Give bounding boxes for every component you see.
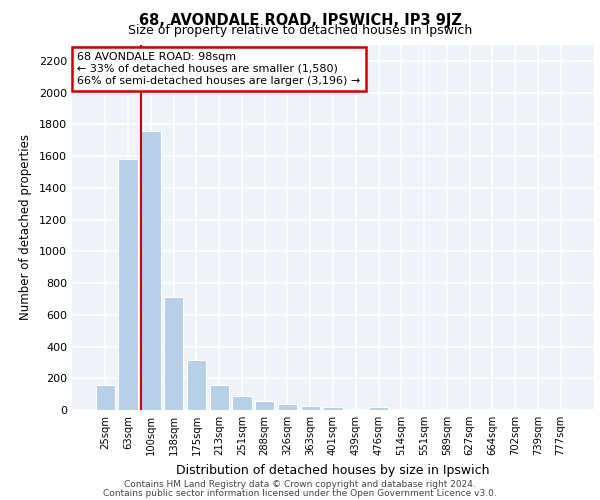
Bar bbox=[301, 406, 320, 410]
Bar bbox=[96, 384, 115, 410]
Bar bbox=[209, 384, 229, 410]
Bar bbox=[118, 160, 138, 410]
Text: Contains public sector information licensed under the Open Government Licence v3: Contains public sector information licen… bbox=[103, 488, 497, 498]
Text: 68, AVONDALE ROAD, IPSWICH, IP3 9JZ: 68, AVONDALE ROAD, IPSWICH, IP3 9JZ bbox=[139, 12, 461, 28]
Bar bbox=[255, 402, 274, 410]
Text: 68 AVONDALE ROAD: 98sqm
← 33% of detached houses are smaller (1,580)
66% of semi: 68 AVONDALE ROAD: 98sqm ← 33% of detache… bbox=[77, 52, 361, 86]
Text: Contains HM Land Registry data © Crown copyright and database right 2024.: Contains HM Land Registry data © Crown c… bbox=[124, 480, 476, 489]
Bar bbox=[164, 298, 184, 410]
X-axis label: Distribution of detached houses by size in Ipswich: Distribution of detached houses by size … bbox=[176, 464, 490, 476]
Text: Size of property relative to detached houses in Ipswich: Size of property relative to detached ho… bbox=[128, 24, 472, 37]
Bar bbox=[278, 404, 297, 410]
Bar bbox=[232, 396, 251, 410]
Bar bbox=[369, 407, 388, 410]
Bar bbox=[323, 407, 343, 410]
Bar bbox=[187, 360, 206, 410]
Bar bbox=[141, 130, 161, 410]
Y-axis label: Number of detached properties: Number of detached properties bbox=[19, 134, 32, 320]
